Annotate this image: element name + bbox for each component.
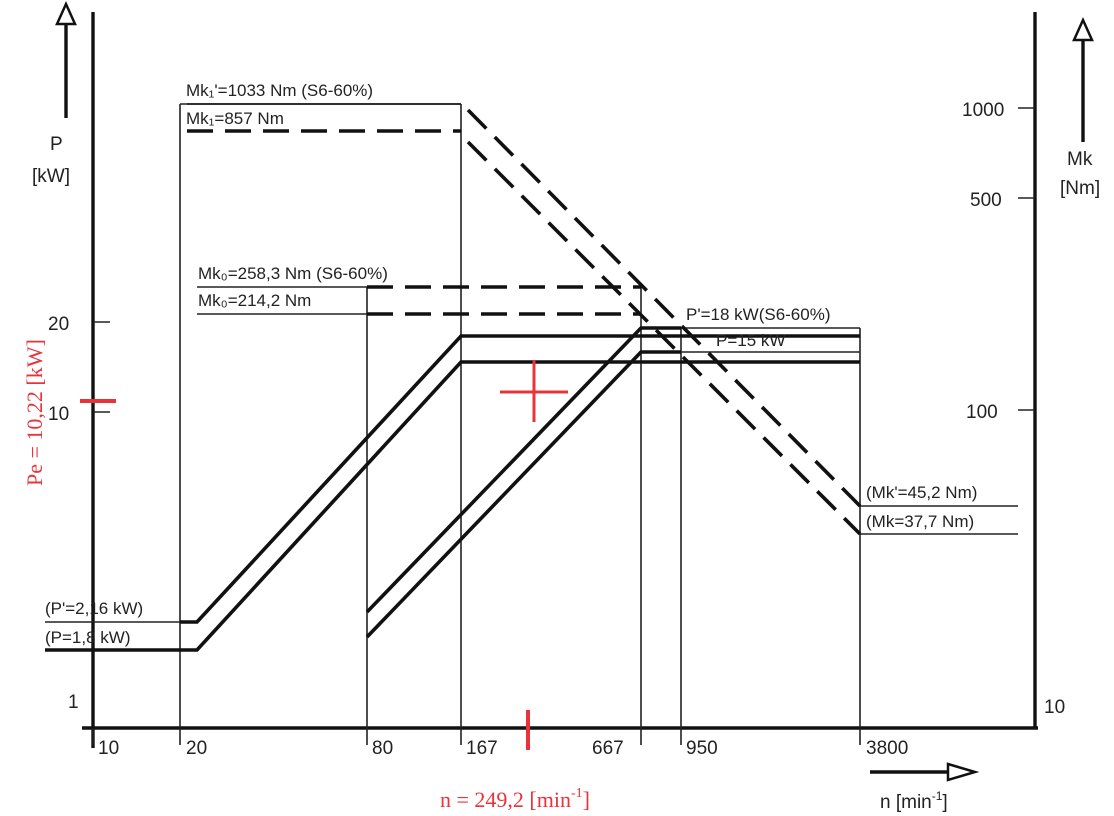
label-mk-low-s6: (Mk'=45,2 Nm) bbox=[866, 483, 977, 502]
x-axis-label: n [min-1] bbox=[880, 789, 948, 813]
label-underlines bbox=[45, 103, 1018, 651]
right-axis-arrow-icon bbox=[1072, 16, 1094, 42]
label-mk-high: Mk₁=857 Nm bbox=[186, 109, 284, 128]
label-mk-mid: Mk₀=214,2 Nm bbox=[198, 291, 311, 310]
right-tick-label-10: 10 bbox=[1044, 697, 1065, 718]
p-low-curve bbox=[45, 360, 860, 652]
vertical-guides bbox=[179, 104, 861, 728]
torque-curves bbox=[187, 103, 862, 536]
x-tick-label-950: 950 bbox=[686, 738, 718, 759]
p-mid-curve bbox=[365, 350, 681, 639]
label-mk-mid-s6: Mk₀=258,3 Nm (S6-60%) bbox=[198, 264, 388, 283]
right-axis-unit: [Nm] bbox=[1060, 178, 1100, 199]
left-tick-label-10: 10 bbox=[48, 404, 69, 425]
right-tick-label-100: 100 bbox=[966, 402, 998, 423]
x-tick-label-80: 80 bbox=[372, 738, 393, 759]
mk-falloff-dashed bbox=[466, 140, 862, 536]
n-label: n = 249,2 [min-1] bbox=[440, 786, 590, 812]
pe-label: Pe = 10,22 [kW] bbox=[22, 339, 47, 486]
x-tick-label-10: 10 bbox=[98, 738, 119, 759]
left-tick-label-20: 20 bbox=[48, 314, 69, 335]
right-axis-label: Mk bbox=[1067, 149, 1093, 170]
x-tick-label-20: 20 bbox=[186, 738, 207, 759]
tick-marks bbox=[92, 107, 1035, 745]
axes bbox=[55, 0, 1094, 782]
x-axis-arrow-icon bbox=[946, 762, 980, 782]
x-tick-label-3800: 3800 bbox=[866, 738, 908, 759]
left-axis-arrow-icon bbox=[55, 0, 77, 26]
label-p-top-s6: P'=18 kW(S6-60%) bbox=[686, 305, 831, 324]
left-axis-unit: [kW] bbox=[32, 166, 70, 187]
right-tick-label-500: 500 bbox=[970, 190, 1002, 211]
operating-point: Pe = 10,22 [kW] n = 249,2 [min-1] bbox=[22, 339, 590, 812]
power-curves bbox=[45, 326, 860, 652]
label-p-top: P=15 kW bbox=[716, 331, 785, 350]
label-mk-low: (Mk=37,7 Nm) bbox=[866, 512, 974, 531]
label-p-low: (P=1,8 kW) bbox=[45, 628, 131, 647]
x-tick-label-667: 667 bbox=[592, 738, 624, 759]
label-mk-high-s6: Mk₁'=1033 Nm (S6-60%) bbox=[186, 81, 373, 100]
axis-labels: P [kW] 20 10 1 Mk [Nm] 1000 500 100 10 1… bbox=[32, 100, 1100, 813]
n-label-sup: -1 bbox=[571, 786, 583, 801]
left-axis-label: P bbox=[50, 134, 63, 155]
mk-falloff-s6-dashed bbox=[466, 108, 862, 508]
x-tick-label-167: 167 bbox=[466, 738, 498, 759]
x-axis-label-sup: -1 bbox=[932, 789, 943, 803]
p-mid-s6-curve bbox=[365, 326, 681, 614]
curve-labels: Mk₁'=1033 Nm (S6-60%) Mk₁=857 Nm Mk₀=258… bbox=[45, 81, 977, 647]
right-tick-label-1000: 1000 bbox=[962, 100, 1004, 121]
left-tick-label-1: 1 bbox=[68, 692, 79, 713]
p-low-s6-curve bbox=[180, 334, 860, 624]
label-p-low-s6: (P'=2,16 kW) bbox=[45, 599, 143, 618]
